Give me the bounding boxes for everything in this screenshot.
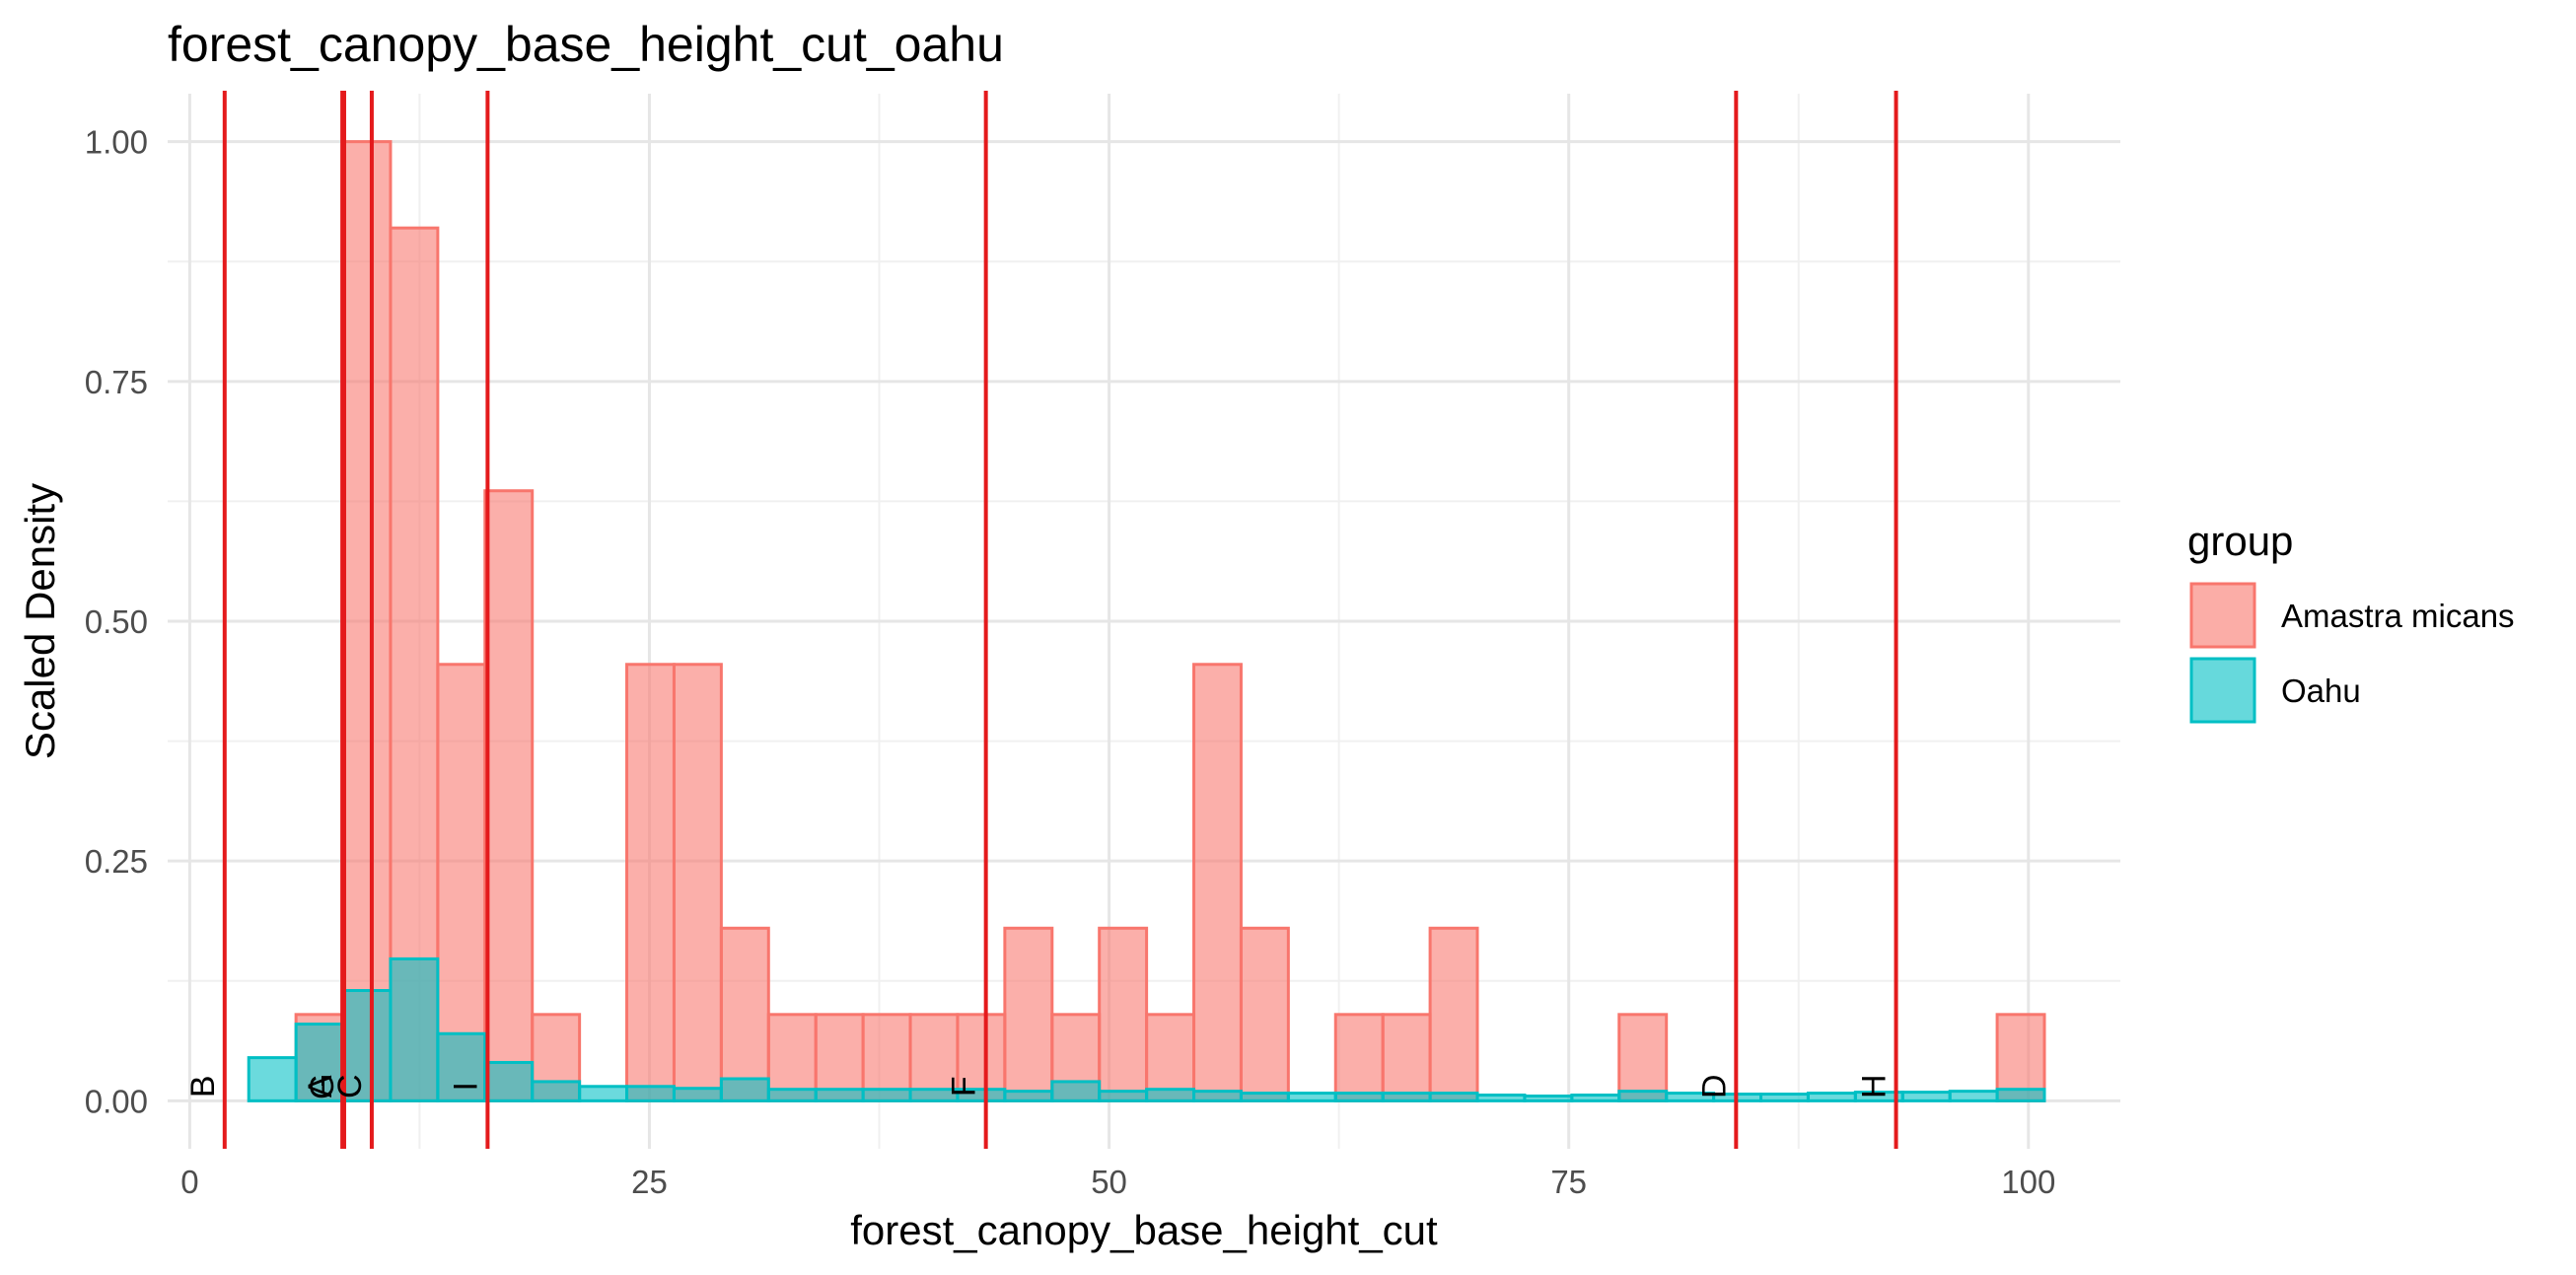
bar-amastra-micans — [1239, 926, 1290, 1102]
y-tick-label: 0.50 — [85, 603, 148, 640]
bar-amastra-micans — [1995, 1013, 2046, 1102]
x-tick-label: 0 — [180, 1164, 198, 1200]
legend-swatch-amastra-micans — [2189, 582, 2256, 649]
legend: group Amastra micans Oahu — [2187, 518, 2515, 724]
bar-oahu — [578, 1085, 629, 1102]
bar-amastra-micans — [1428, 926, 1479, 1102]
bar-oahu — [247, 1056, 298, 1102]
reference-line-label-c: C — [331, 1074, 369, 1098]
bar-oahu — [1239, 1092, 1290, 1102]
x-tick-label: 50 — [1091, 1164, 1127, 1200]
reference-line-labels: B AGC I F D H — [184, 1074, 1894, 1099]
bar-oahu — [531, 1080, 582, 1102]
bar-amastra-micans — [1192, 663, 1243, 1102]
bar-oahu — [1098, 1090, 1149, 1102]
legend-label-amastra-micans: Amastra micans — [2281, 598, 2515, 634]
y-tick-label: 0.25 — [85, 843, 148, 880]
bar-oahu — [1475, 1094, 1527, 1102]
legend-swatch-oahu — [2189, 657, 2256, 724]
reference-line-label-a: A — [302, 1075, 339, 1098]
x-tick-label: 75 — [1550, 1164, 1587, 1200]
bar-amastra-micans — [483, 489, 535, 1102]
bar-oahu — [1900, 1091, 1952, 1102]
bar-oahu — [1995, 1088, 2046, 1102]
reference-line-label-f: F — [946, 1076, 983, 1097]
bar-oahu — [294, 1023, 345, 1102]
legend-label-oahu: Oahu — [2281, 673, 2361, 709]
bar-oahu — [1570, 1094, 1621, 1102]
bar-amastra-micans — [625, 663, 676, 1102]
bar-oahu — [1050, 1080, 1102, 1102]
reference-line-label-b: B — [184, 1075, 222, 1098]
chart-title: forest_canopy_base_height_cut_oahu — [168, 17, 1004, 72]
x-tick-label: 100 — [2001, 1164, 2055, 1200]
x-axis-title: forest_canopy_base_height_cut — [850, 1207, 1438, 1253]
bar-oahu — [1759, 1093, 1810, 1102]
bar-amastra-micans — [1098, 926, 1149, 1102]
bar-oahu — [483, 1060, 535, 1102]
bar-oahu — [1381, 1092, 1432, 1102]
bar-amastra-micans — [1145, 1013, 1196, 1102]
bar-oahu — [861, 1088, 912, 1102]
bar-amastra-micans — [861, 1013, 912, 1102]
bar-amastra-micans — [1003, 926, 1054, 1102]
bar-amastra-micans — [341, 140, 393, 1102]
bar-amastra-micans — [672, 663, 723, 1102]
bar-oahu — [1286, 1092, 1337, 1102]
bar-amastra-micans — [719, 926, 770, 1102]
bar-oahu — [1192, 1090, 1243, 1102]
bar-oahu — [766, 1088, 818, 1102]
bar-oahu — [625, 1085, 676, 1102]
bar-oahu — [1003, 1090, 1054, 1102]
bar-oahu — [1428, 1092, 1479, 1102]
bar-amastra-micans — [1617, 1013, 1669, 1102]
bar-oahu — [814, 1088, 865, 1102]
x-axis-ticks: 0 25 50 75 100 — [180, 1164, 2055, 1200]
y-axis-title: Scaled Density — [17, 483, 63, 759]
y-tick-label: 0.75 — [85, 364, 148, 400]
bar-oahu — [1145, 1088, 1196, 1102]
bar-oahu — [1948, 1090, 1999, 1102]
y-tick-label: 1.00 — [85, 124, 148, 161]
reference-line-label-h: H — [1856, 1074, 1894, 1098]
reference-line-label-i: I — [447, 1082, 484, 1091]
bar-oahu — [389, 956, 440, 1102]
bar-oahu — [1333, 1092, 1385, 1102]
bar-amastra-micans — [1333, 1013, 1385, 1102]
bar-oahu — [1617, 1090, 1669, 1102]
reference-lines — [222, 91, 1898, 1149]
bar-marks — [247, 140, 2046, 1102]
reference-line-label-d: D — [1695, 1074, 1733, 1098]
y-tick-label: 0.00 — [85, 1083, 148, 1119]
x-tick-label: 25 — [631, 1164, 668, 1200]
bar-amastra-micans — [908, 1013, 960, 1102]
bar-oahu — [1523, 1095, 1574, 1102]
reference-line-label-g: G — [304, 1074, 341, 1099]
bar-amastra-micans — [436, 663, 487, 1102]
bar-oahu — [1806, 1092, 1857, 1102]
bar-oahu — [719, 1077, 770, 1102]
bar-oahu — [672, 1087, 723, 1102]
bar-amastra-micans — [1381, 1013, 1432, 1102]
y-axis-ticks: 0.00 0.25 0.50 0.75 1.00 — [85, 124, 148, 1120]
legend-title: group — [2187, 518, 2293, 564]
